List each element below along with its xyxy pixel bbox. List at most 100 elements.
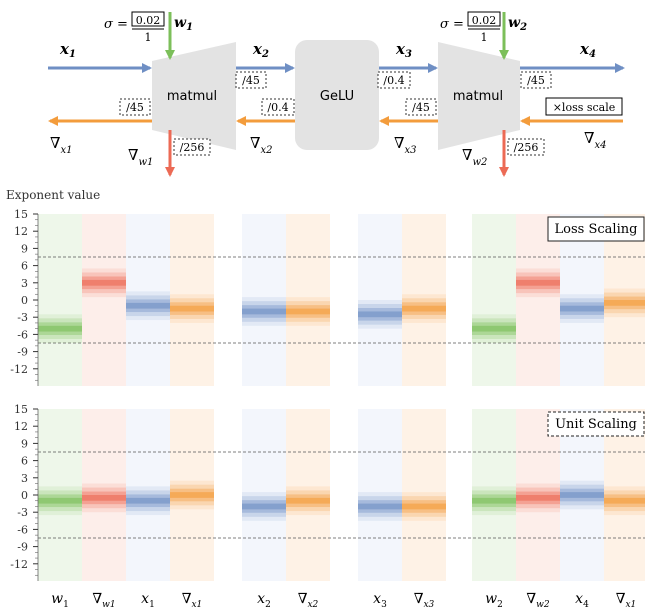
y-tick-label: 9 <box>21 242 28 255</box>
x-label-sub: x1 <box>625 600 636 609</box>
x4-sub: 4 <box>589 49 596 60</box>
column-bg <box>82 214 126 386</box>
column-bg <box>286 409 330 581</box>
x-label-sub: 2 <box>265 600 271 609</box>
distribution-band <box>126 302 170 309</box>
x-label-sub: 1 <box>149 600 155 609</box>
sigma-2-num-box <box>467 11 501 27</box>
y-tick-label: 0 <box>21 294 28 307</box>
grad-w1-sub: w1 <box>138 157 153 168</box>
y-tick-label: 3 <box>21 277 28 290</box>
distribution-band <box>516 279 560 286</box>
y-tick-label: -6 <box>17 328 28 341</box>
scale-grad-x1-box <box>119 98 151 116</box>
grad-x3-label: ∇x3 <box>394 134 417 156</box>
panel-title-box <box>547 411 645 437</box>
grad-w2-label: ∇w2 <box>462 146 487 168</box>
scale-grad-x1: /45 <box>126 101 144 114</box>
scale-x2-box <box>235 71 267 89</box>
column-bg <box>358 409 402 581</box>
grad-x2-nabla: ∇ <box>250 134 260 152</box>
scale-x3-box <box>377 71 411 89</box>
sigma-1-label: σ = <box>104 17 128 32</box>
sigma-1-num-box <box>131 11 165 27</box>
x-label-nabla: ∇ <box>92 591 102 607</box>
x-tick-label: w1 <box>51 591 69 609</box>
grad-x4-sub: x4 <box>594 140 606 151</box>
x-label-main: w <box>51 591 63 607</box>
x-tick-label: ∇w2 <box>526 591 549 609</box>
column-bg <box>402 409 446 581</box>
sigma-1-den: 1 <box>145 31 152 44</box>
scale-grad-w1: /256 <box>180 141 205 154</box>
matmul-1-label: matmul <box>167 89 217 104</box>
w1-main: w <box>174 15 187 31</box>
grad-x3-nabla: ∇ <box>394 134 404 152</box>
distribution-band <box>472 325 516 332</box>
scale-x4-box <box>520 71 552 89</box>
x-tick-label: ∇x3 <box>414 591 435 609</box>
distribution-band <box>170 492 214 498</box>
w2-sub: 2 <box>519 22 527 33</box>
w2-main: w <box>508 15 521 31</box>
distribution-band <box>286 497 330 504</box>
sigma-2-label: σ = <box>440 17 464 32</box>
x-label-nabla: ∇ <box>182 591 192 607</box>
distribution-band <box>560 492 604 498</box>
grad-x2-sub: x2 <box>260 145 272 156</box>
distribution-band <box>402 503 446 510</box>
x2-label: x2 <box>252 40 269 60</box>
column-bg <box>516 214 560 386</box>
matmul-block-1 <box>152 42 236 150</box>
distribution-band <box>358 311 402 318</box>
column-bg <box>126 214 170 386</box>
grad-w2-nabla: ∇ <box>462 146 472 164</box>
matmul-block-2 <box>438 42 520 150</box>
panel-2: 15 12 9 6 3 0 -3 -6 -9 -12 Unit Scaling <box>10 403 645 581</box>
distribution-band <box>170 305 214 312</box>
x1-sub: 1 <box>69 49 76 60</box>
x-tick-label: ∇x1 <box>182 591 203 609</box>
x-tick-label: w2 <box>485 591 503 609</box>
panel-1: 15 12 9 6 3 0 -3 -6 -9 -12 Loss Scaling <box>10 208 645 386</box>
x-label-nabla: ∇ <box>298 591 308 607</box>
x3-label: x3 <box>395 40 412 60</box>
x-tick-label: ∇w1 <box>92 591 115 609</box>
grad-x3-sub: x3 <box>404 145 416 156</box>
grad-x2-label: ∇x2 <box>250 134 273 156</box>
grad-w1-label: ∇w1 <box>128 146 153 168</box>
grad-x1-label: ∇x1 <box>50 134 73 156</box>
sigma-1-num: 0.02 <box>136 14 161 27</box>
x3-sub: 3 <box>405 49 412 60</box>
y-tick-label: 12 <box>14 420 28 433</box>
grad-w2-sub: w2 <box>472 157 487 168</box>
x-label-sub: w1 <box>102 600 115 609</box>
x-label-main: x <box>257 591 265 607</box>
y-tick-label: -6 <box>17 523 28 536</box>
column-bg <box>170 214 214 386</box>
distribution-band <box>242 503 286 510</box>
y-tick-label: 3 <box>21 472 28 485</box>
y-tick-label: -3 <box>17 506 28 519</box>
x-tick-label: x3 <box>373 591 387 609</box>
distribution-band <box>286 308 330 315</box>
distribution-band <box>516 495 560 501</box>
column-bg <box>126 409 170 581</box>
sigma-2-num: 0.02 <box>472 14 497 27</box>
x-label-sub: w2 <box>536 600 550 609</box>
x-label-nabla: ∇ <box>526 591 536 607</box>
x1-label: x1 <box>59 40 76 60</box>
grad-x4-nabla: ∇ <box>584 129 594 147</box>
distribution-band <box>604 497 645 504</box>
flow-diagram: matmul GeLU matmul σ = 0.02 1 w1 σ = 0.0… <box>48 11 625 177</box>
y-axis-title: Exponent value <box>6 188 100 202</box>
x-label-sub: x3 <box>423 600 434 609</box>
x-label-sub: 1 <box>63 600 69 609</box>
x-label-main: x <box>141 591 149 607</box>
distribution-band <box>38 325 82 332</box>
w1-sub: 1 <box>186 22 193 33</box>
distribution-band <box>560 305 604 312</box>
scale-x3: /0.4 <box>383 74 404 87</box>
x-tick-label: x4 <box>575 591 589 609</box>
